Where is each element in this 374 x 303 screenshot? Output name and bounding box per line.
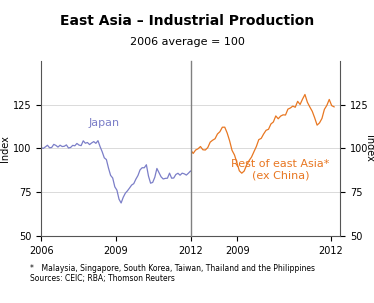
Text: * Malaysia, Singapore, South Korea, Taiwan, Thailand and the Philippines
Sources: * Malaysia, Singapore, South Korea, Taiw… (30, 264, 315, 283)
Y-axis label: Index: Index (364, 135, 374, 162)
Text: East Asia – Industrial Production: East Asia – Industrial Production (60, 14, 314, 28)
Y-axis label: Index: Index (0, 135, 10, 162)
Text: Rest of east Asia*
(ex China): Rest of east Asia* (ex China) (231, 159, 330, 180)
Text: Japan: Japan (88, 118, 120, 128)
Text: 2006 average = 100: 2006 average = 100 (129, 37, 245, 48)
